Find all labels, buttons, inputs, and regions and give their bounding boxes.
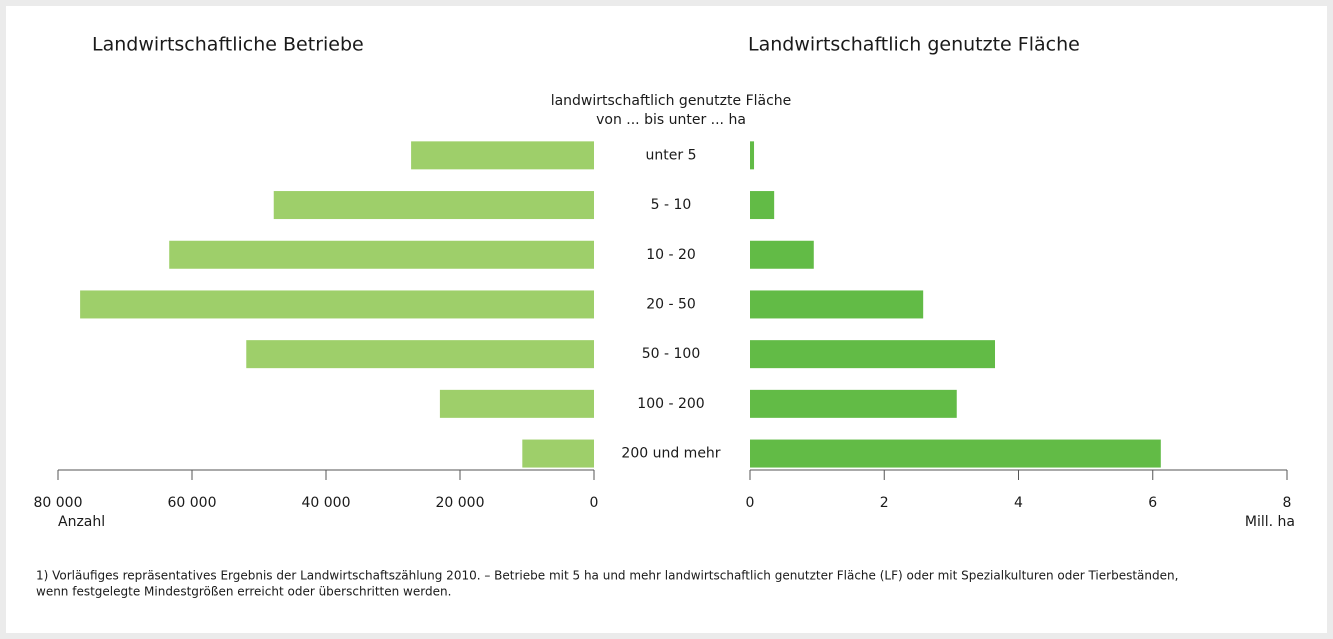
bar <box>522 439 594 468</box>
bar <box>169 240 594 269</box>
bar <box>750 389 957 418</box>
category-label: 200 und mehr <box>621 446 720 462</box>
bar <box>750 191 775 220</box>
bar <box>80 290 595 319</box>
x-tick-label: 6 <box>1148 495 1157 511</box>
category-label: 10 - 20 <box>646 247 696 263</box>
category-label: 50 - 100 <box>642 346 701 362</box>
category-title: landwirtschaftlich genutzte Fläche <box>551 93 792 109</box>
category-label: 20 - 50 <box>646 296 696 312</box>
x-tick-label: 40 000 <box>302 495 351 511</box>
bar <box>750 290 924 319</box>
chart-title: Landwirtschaftliche Betriebe <box>92 34 364 56</box>
bar <box>750 340 996 369</box>
bar <box>411 141 594 170</box>
x-tick-label: 0 <box>590 495 599 511</box>
category-label: unter 5 <box>646 147 697 163</box>
bar <box>750 141 755 170</box>
x-tick-label: 2 <box>880 495 889 511</box>
bar <box>439 389 594 418</box>
bar <box>246 340 594 369</box>
footnote: 1) Vorläufiges repräsentatives Ergebnis … <box>36 569 1178 583</box>
bar <box>750 240 814 269</box>
x-axis-label: Anzahl <box>58 514 105 530</box>
panel <box>6 6 1327 633</box>
chart-title: Landwirtschaftlich genutzte Fläche <box>748 34 1080 56</box>
x-axis-label: Mill. ha <box>1245 514 1295 530</box>
x-tick-label: 20 000 <box>436 495 485 511</box>
x-tick-label: 60 000 <box>168 495 217 511</box>
x-tick-label: 8 <box>1283 495 1292 511</box>
category-label: 100 - 200 <box>637 396 704 412</box>
x-tick-label: 0 <box>746 495 755 511</box>
x-tick-label: 80 000 <box>34 495 83 511</box>
bar <box>273 191 594 220</box>
category-label: 5 - 10 <box>651 197 692 213</box>
footnote: wenn festgelegte Mindestgrößen erreicht … <box>36 585 451 599</box>
x-tick-label: 4 <box>1014 495 1023 511</box>
category-title: von ... bis unter ... ha <box>596 112 746 128</box>
bar <box>750 439 1161 468</box>
